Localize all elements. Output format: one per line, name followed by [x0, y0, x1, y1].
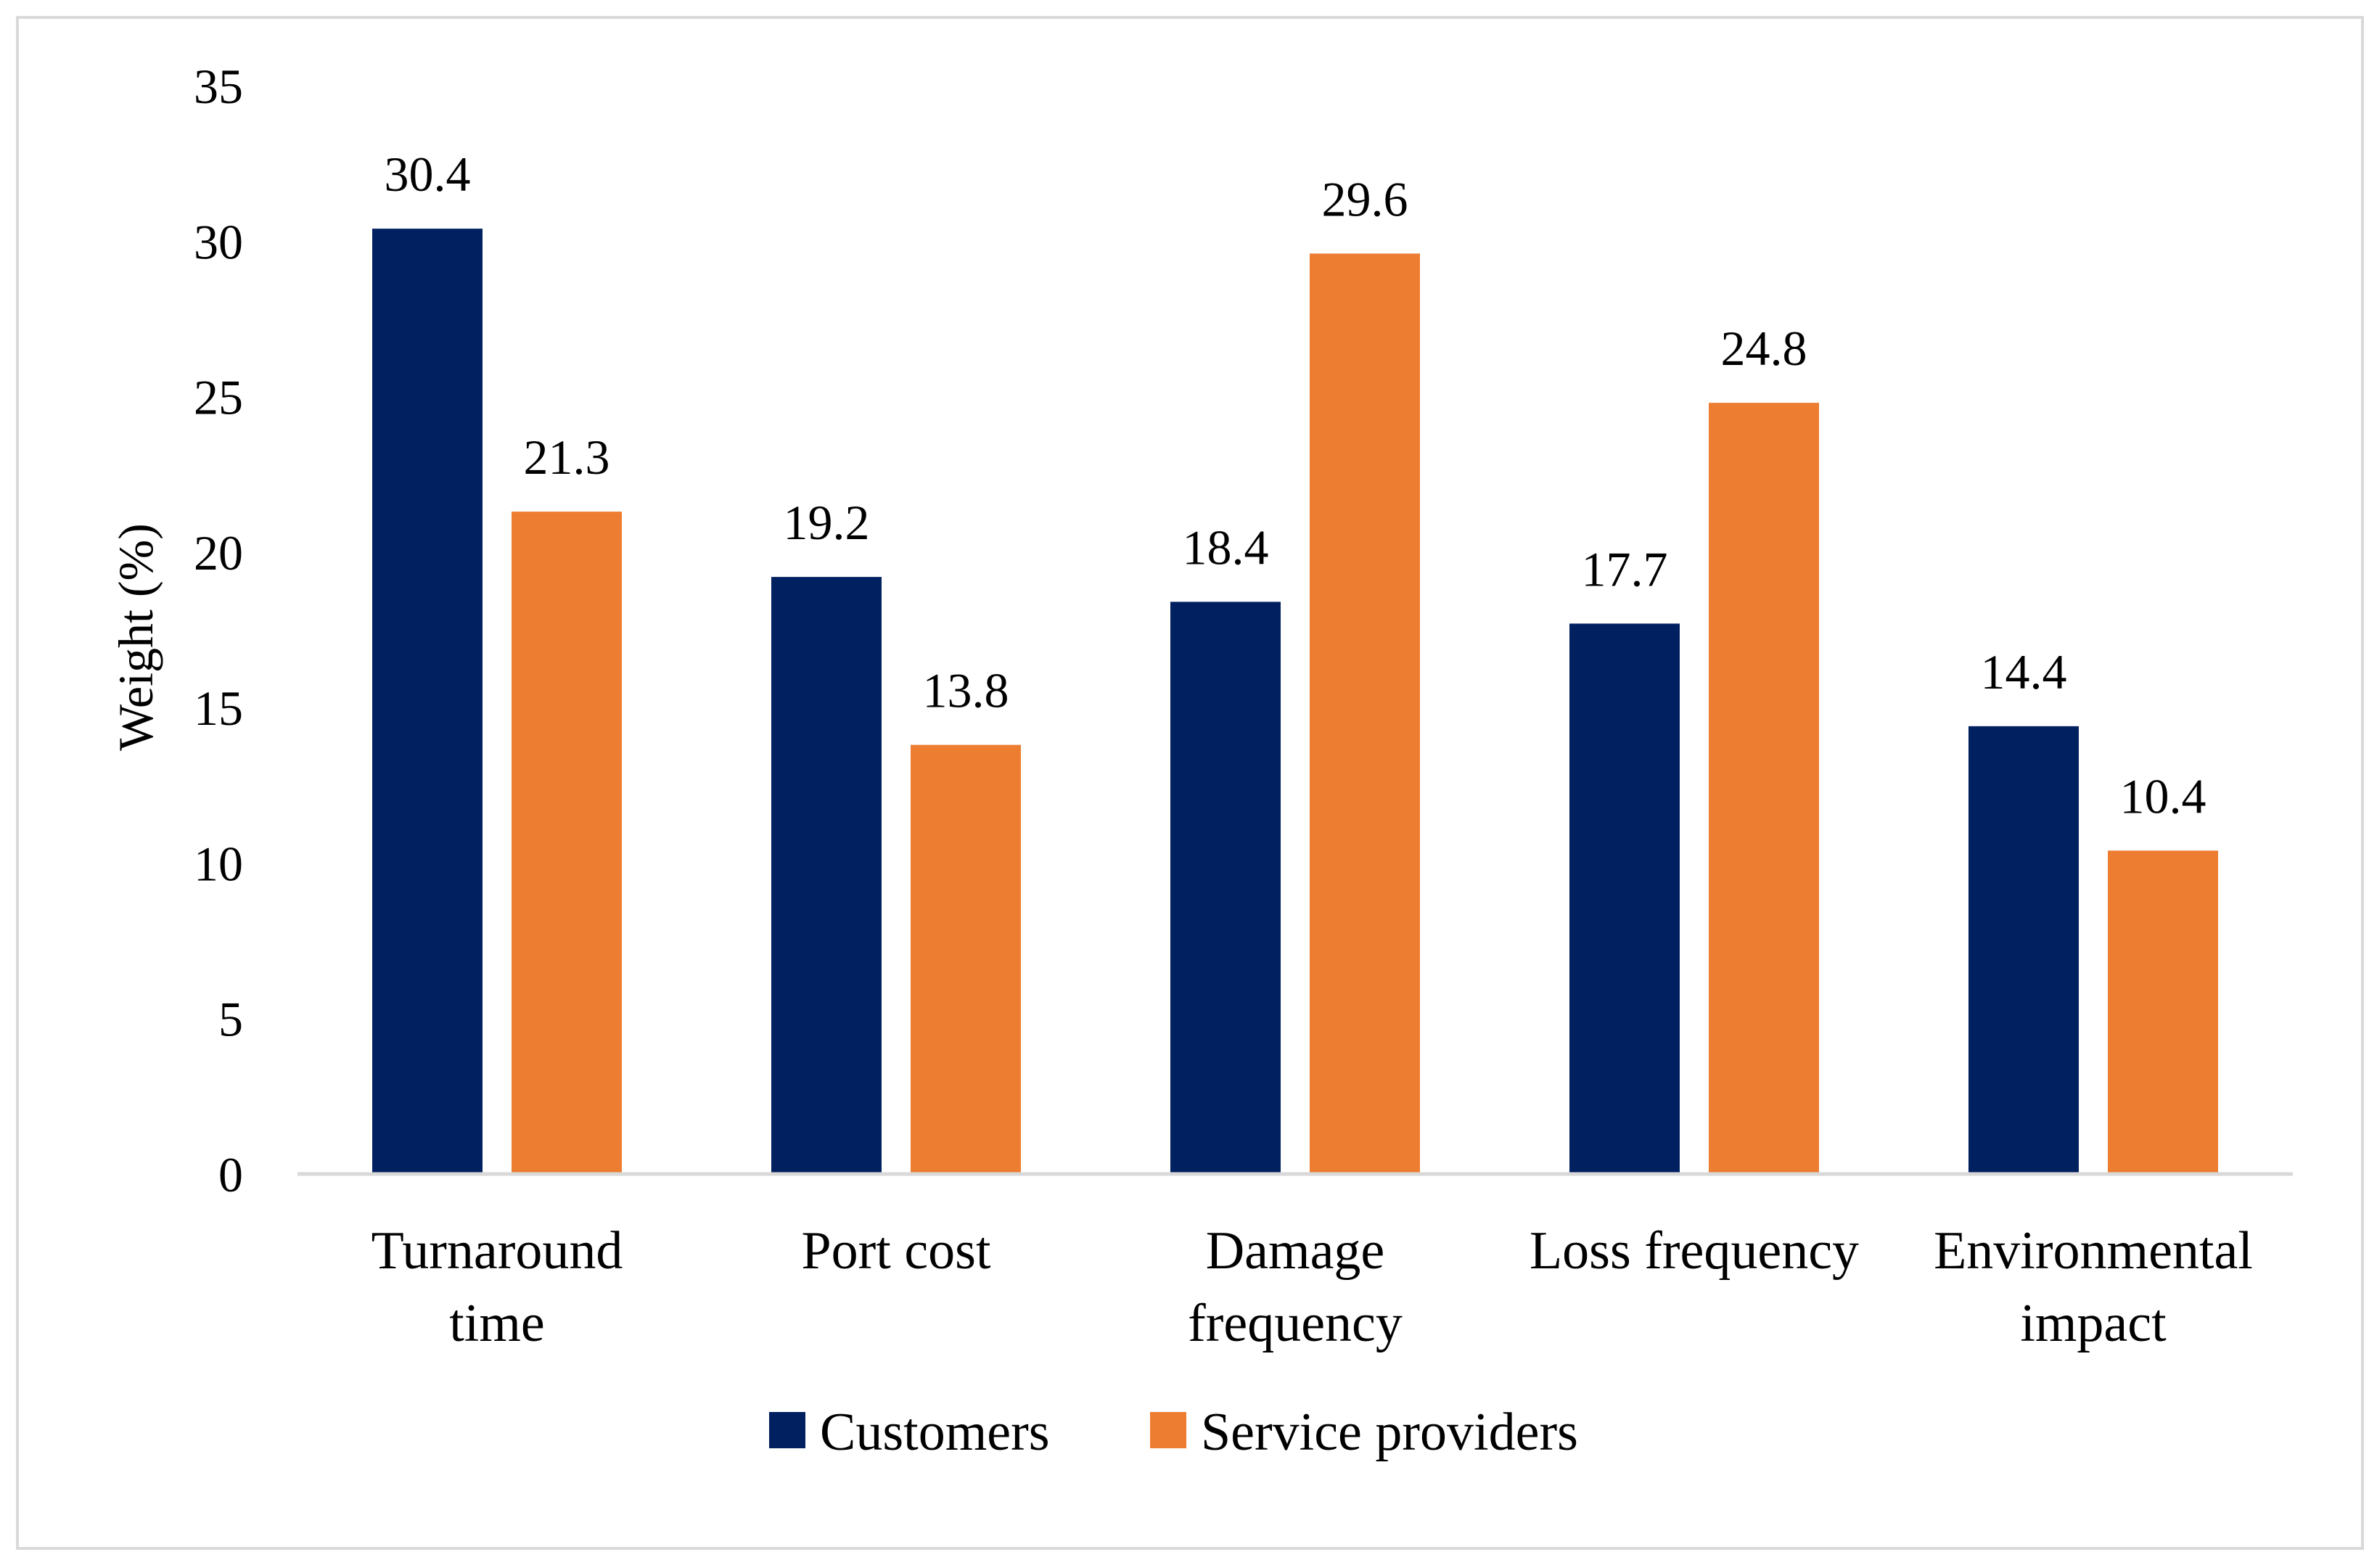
bars: [372, 229, 2218, 1175]
legend-label: Service providers: [1201, 1403, 1578, 1462]
bar-service-providers: [911, 744, 1021, 1174]
data-label: 14.4: [1981, 644, 2067, 699]
bar-service-providers: [1310, 253, 1420, 1174]
y-tick-label: 25: [194, 370, 243, 425]
y-tick-label: 35: [194, 59, 243, 114]
data-label: 29.6: [1322, 171, 1408, 226]
data-label: 30.4: [385, 147, 471, 202]
bar-customers: [1968, 726, 2079, 1174]
legend-swatch: [769, 1412, 805, 1448]
bar-customers: [1569, 623, 1680, 1174]
legend-swatch: [1150, 1412, 1186, 1448]
bar-customers: [372, 229, 483, 1175]
y-axis-ticks: 0 5 10 15 20 25 30 35: [194, 59, 243, 1202]
bar-service-providers: [2108, 850, 2218, 1174]
data-labels: 30.4 21.3 19.2 13.8 18.4 29.6 17.7 24.8 14.4 10.4: [385, 147, 2206, 824]
x-category-label: Damage: [1206, 1221, 1385, 1281]
legend: Customers Service providers: [769, 1403, 1578, 1462]
data-label: 21.3: [524, 430, 610, 485]
x-category-label: Environmental: [1934, 1221, 2253, 1281]
data-label: 17.7: [1582, 541, 1668, 596]
data-label: 13.8: [923, 663, 1009, 718]
y-tick-label: 5: [218, 992, 243, 1047]
y-tick-label: 15: [194, 681, 243, 736]
bar-customers: [1170, 602, 1281, 1174]
x-category-label: impact: [2020, 1294, 2167, 1353]
x-category-label: frequency: [1188, 1294, 1403, 1353]
x-category-label: Turnaround: [371, 1221, 623, 1281]
data-label: 10.4: [2120, 768, 2206, 824]
x-category-label: Loss frequency: [1530, 1221, 1859, 1281]
data-label: 18.4: [1183, 520, 1269, 575]
data-label: 19.2: [784, 495, 870, 550]
bar-service-providers: [512, 512, 622, 1174]
x-axis-category-labels: Turnaround time Port cost Damage frequency Lo…: [371, 1221, 2253, 1353]
bar-service-providers: [1709, 403, 1819, 1175]
y-axis-title: Weight (%): [108, 523, 163, 751]
y-tick-label: 30: [194, 214, 243, 269]
legend-label: Customers: [820, 1403, 1050, 1462]
bar-customers: [771, 577, 882, 1174]
x-category-label: Port cost: [801, 1221, 991, 1281]
x-category-label: time: [449, 1294, 545, 1353]
y-tick-label: 10: [194, 836, 243, 891]
y-tick-label: 20: [194, 525, 243, 580]
y-tick-label: 0: [218, 1147, 243, 1202]
data-label: 24.8: [1721, 321, 1807, 376]
